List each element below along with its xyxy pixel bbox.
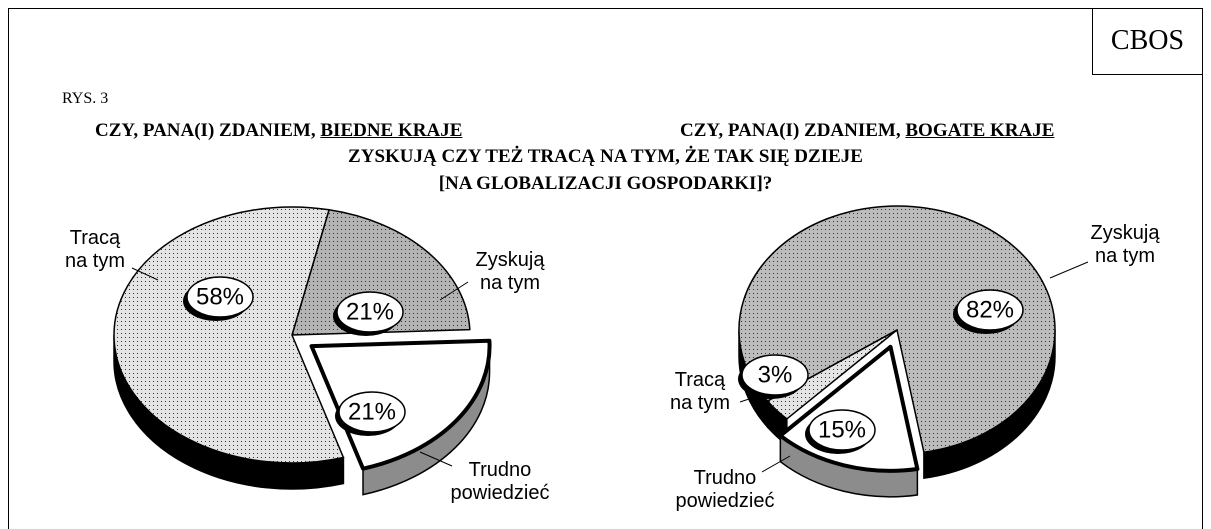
value-label: 21% xyxy=(346,299,394,326)
value-label: 21% xyxy=(348,399,396,426)
pie-slice xyxy=(113,206,345,464)
title-text: CZY, PANA(I) ZDANIEM, xyxy=(680,120,901,141)
value-label-bg xyxy=(336,291,404,333)
category-label: Zyskują na tym xyxy=(1090,222,1160,267)
title-emphasis: BOGATE KRAJE xyxy=(905,120,1055,141)
subtitle: [NA GLOBALIZACJI GOSPODARKI]? xyxy=(438,173,773,194)
category-label: Tracą na tym xyxy=(64,227,126,272)
value-label-bg xyxy=(808,409,876,451)
value-label: 82% xyxy=(966,297,1014,324)
value-label: 15% xyxy=(818,417,866,444)
value-label-bg xyxy=(956,289,1024,331)
chart-title: CZY, PANA(I) ZDANIEM, BOGATE KRAJE xyxy=(680,120,1054,142)
leader-line xyxy=(439,281,469,301)
subtitle: ZYSKUJĄ CZY TEŻ TRACĄ NA TYM, ŻE TAK SIĘ… xyxy=(348,146,863,167)
pie-slice xyxy=(291,209,471,336)
leader-line xyxy=(761,455,791,473)
figure-label: RYS. 3 xyxy=(62,90,109,107)
title-text: CZY, PANA(I) ZDANIEM, xyxy=(95,120,316,141)
category-label: Zyskują na tym xyxy=(475,249,545,294)
brand: CBOS xyxy=(1092,8,1202,75)
leader-line xyxy=(739,395,759,403)
leader-line xyxy=(419,451,453,467)
category-label: Trudno powiedzieć xyxy=(450,459,550,504)
leader-line xyxy=(1049,261,1089,279)
frame xyxy=(8,8,1203,529)
pie-slice xyxy=(738,205,1056,453)
value-label-bg xyxy=(186,276,254,318)
title-emphasis: BIEDNE KRAJE xyxy=(320,120,463,141)
leader-line xyxy=(131,267,159,281)
value-label: 58% xyxy=(196,284,244,311)
pie-slice xyxy=(766,329,898,420)
value-label-bg xyxy=(741,354,809,396)
category-label: Trudno powiedzieć xyxy=(675,467,775,512)
value-label: 3% xyxy=(758,362,793,389)
value-label-bg xyxy=(338,391,406,433)
category-label: Tracą na tym xyxy=(669,369,731,414)
chart-title: CZY, PANA(I) ZDANIEM, BIEDNE KRAJE xyxy=(95,120,462,142)
